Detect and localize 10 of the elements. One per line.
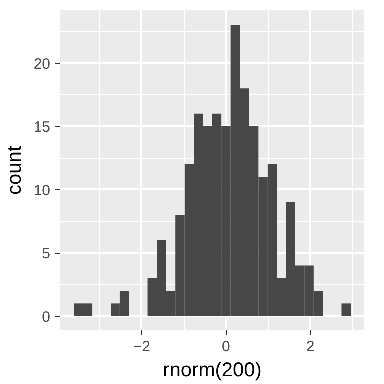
y-tick-label: 5 — [42, 246, 50, 263]
y-tick-label: 20 — [34, 56, 51, 73]
x-axis-title: rnorm(200) — [163, 360, 262, 382]
y-tick-label: 15 — [34, 119, 51, 136]
y-tick-label: 10 — [34, 182, 51, 200]
x-tick-label: 0 — [222, 338, 230, 356]
x-tick-label: −2 — [133, 338, 150, 356]
y-tick-label: 0 — [42, 308, 50, 326]
y-axis-title: count — [4, 146, 26, 195]
x-tick-label: 2 — [306, 338, 315, 356]
